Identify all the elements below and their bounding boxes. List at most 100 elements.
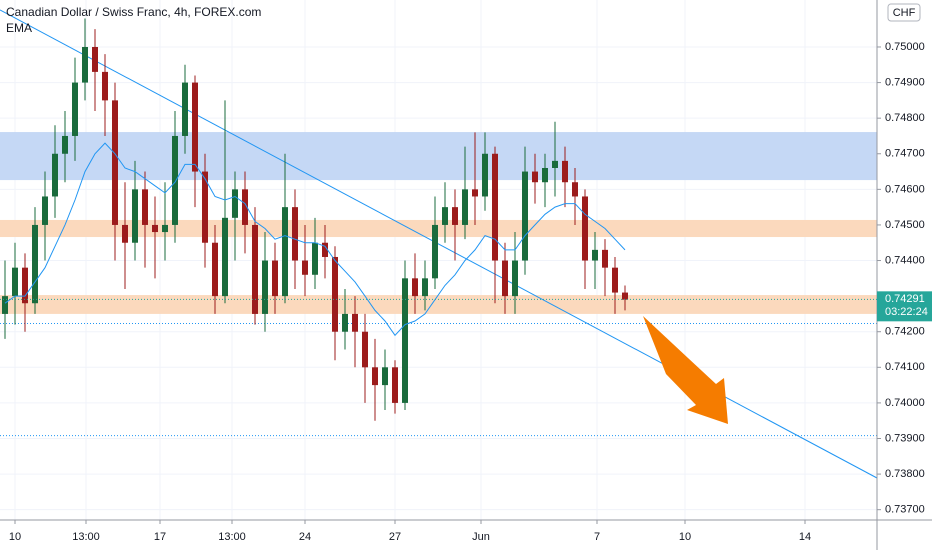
candle-body: [182, 82, 188, 136]
y-tick-label: 0.73800: [885, 468, 925, 480]
candle-body: [42, 196, 48, 225]
y-tick-label: 0.75000: [885, 41, 925, 53]
x-tick-label: 27: [389, 531, 401, 543]
x-tick-label: 10: [9, 531, 21, 543]
candle-body: [222, 217, 228, 297]
candle-body: [92, 46, 98, 72]
candle-body: [22, 267, 28, 304]
y-tick-label: 0.73900: [885, 432, 925, 444]
candle-body: [302, 260, 308, 275]
x-tick-label: Jun: [472, 531, 490, 543]
candle-body: [592, 249, 598, 261]
candle-body: [472, 189, 478, 197]
axes: 0.73700 0.73800 0.73900 0.74000 0.74100 0.742…: [9, 41, 925, 543]
candle-body: [462, 189, 468, 225]
candle-body: [522, 171, 528, 261]
last-price-box: [877, 291, 932, 322]
candle-body: [252, 224, 258, 314]
x-tick-label: 13:00: [72, 531, 100, 543]
candle-body: [542, 167, 548, 183]
candle-body: [192, 82, 198, 172]
chart-title: Canadian Dollar / Swiss Franc, 4h, FOREX…: [6, 5, 261, 19]
candle-body: [562, 160, 568, 183]
candle-body: [152, 224, 158, 233]
candle-body: [52, 153, 58, 197]
candle-body: [342, 313, 348, 332]
candle-body: [482, 153, 488, 197]
y-tick-label: 0.74000: [885, 397, 925, 409]
candle-body: [552, 160, 558, 168]
candle-body: [532, 171, 538, 183]
currency[interactable]: CHF: [893, 7, 916, 19]
candle-body: [512, 260, 518, 297]
candle-body: [602, 249, 608, 268]
candle-body: [402, 278, 408, 403]
candle-body: [62, 135, 68, 154]
candle-body: [332, 256, 338, 332]
price-axis: [877, 0, 932, 550]
y-tick-label: 0.74800: [885, 112, 925, 124]
candle-body: [32, 224, 38, 304]
candle-body: [102, 71, 108, 101]
candle-body: [242, 189, 248, 225]
candle-body: [232, 189, 238, 218]
candle-body: [112, 100, 118, 225]
y-tick-label: 0.74600: [885, 183, 925, 195]
candle-body: [392, 367, 398, 403]
ema-line: [4, 142, 626, 337]
candle-body: [612, 267, 618, 293]
candle-body: [572, 182, 578, 197]
x-tick-label: 13:00: [218, 531, 246, 543]
candle-body: [322, 242, 328, 257]
x-tick-label: 10: [679, 531, 691, 543]
candle-body: [2, 296, 8, 314]
y-tick-label: 0.74700: [885, 148, 925, 160]
last-price: 0.74291: [885, 293, 925, 305]
y-tick-label: 0.74900: [885, 76, 925, 88]
candle-body: [352, 313, 358, 332]
zone: [0, 132, 877, 181]
countdown: 03:22:24: [885, 306, 928, 318]
candle-body: [582, 196, 588, 261]
y-tick-label: 0.73700: [885, 504, 925, 516]
plot-area: [0, 0, 878, 520]
candle-body: [132, 189, 138, 243]
candle-body: [72, 82, 78, 136]
candle-body: [282, 207, 288, 297]
indicator-label: EMA: [6, 21, 32, 35]
candle-body: [212, 242, 218, 297]
y-tick-label: 0.74500: [885, 219, 925, 231]
currency-box[interactable]: [887, 3, 921, 22]
candle-body: [172, 135, 178, 225]
candle-body: [362, 331, 368, 368]
candle-body: [272, 260, 278, 297]
x-tick-label: 7: [594, 531, 600, 543]
candle-body: [432, 224, 438, 279]
trendline: [0, 9, 878, 479]
x-tick-label: 17: [154, 531, 166, 543]
y-tick-label: 0.74400: [885, 254, 925, 266]
arrow-annotation: [643, 316, 728, 424]
candle-body: [492, 153, 498, 261]
time-axis: [0, 520, 877, 550]
candle-body: [142, 189, 148, 225]
candle-body: [82, 46, 88, 83]
candle-body: [622, 292, 628, 300]
candle-body: [442, 207, 448, 225]
candle-body: [372, 367, 378, 386]
candle-body: [292, 207, 298, 261]
zone: [0, 295, 877, 314]
candle-body: [262, 260, 268, 314]
candle-body: [312, 242, 318, 275]
zone: [0, 219, 877, 238]
candle-body: [502, 260, 508, 297]
x-tick-label: 24: [299, 531, 311, 543]
candle-body: [422, 278, 428, 297]
x-tick-label: 14: [799, 531, 811, 543]
candle-body: [122, 224, 128, 243]
candle-body: [202, 171, 208, 243]
y-tick-label: 0.74200: [885, 326, 925, 338]
candle-body: [382, 367, 388, 386]
candle-body: [12, 267, 18, 297]
